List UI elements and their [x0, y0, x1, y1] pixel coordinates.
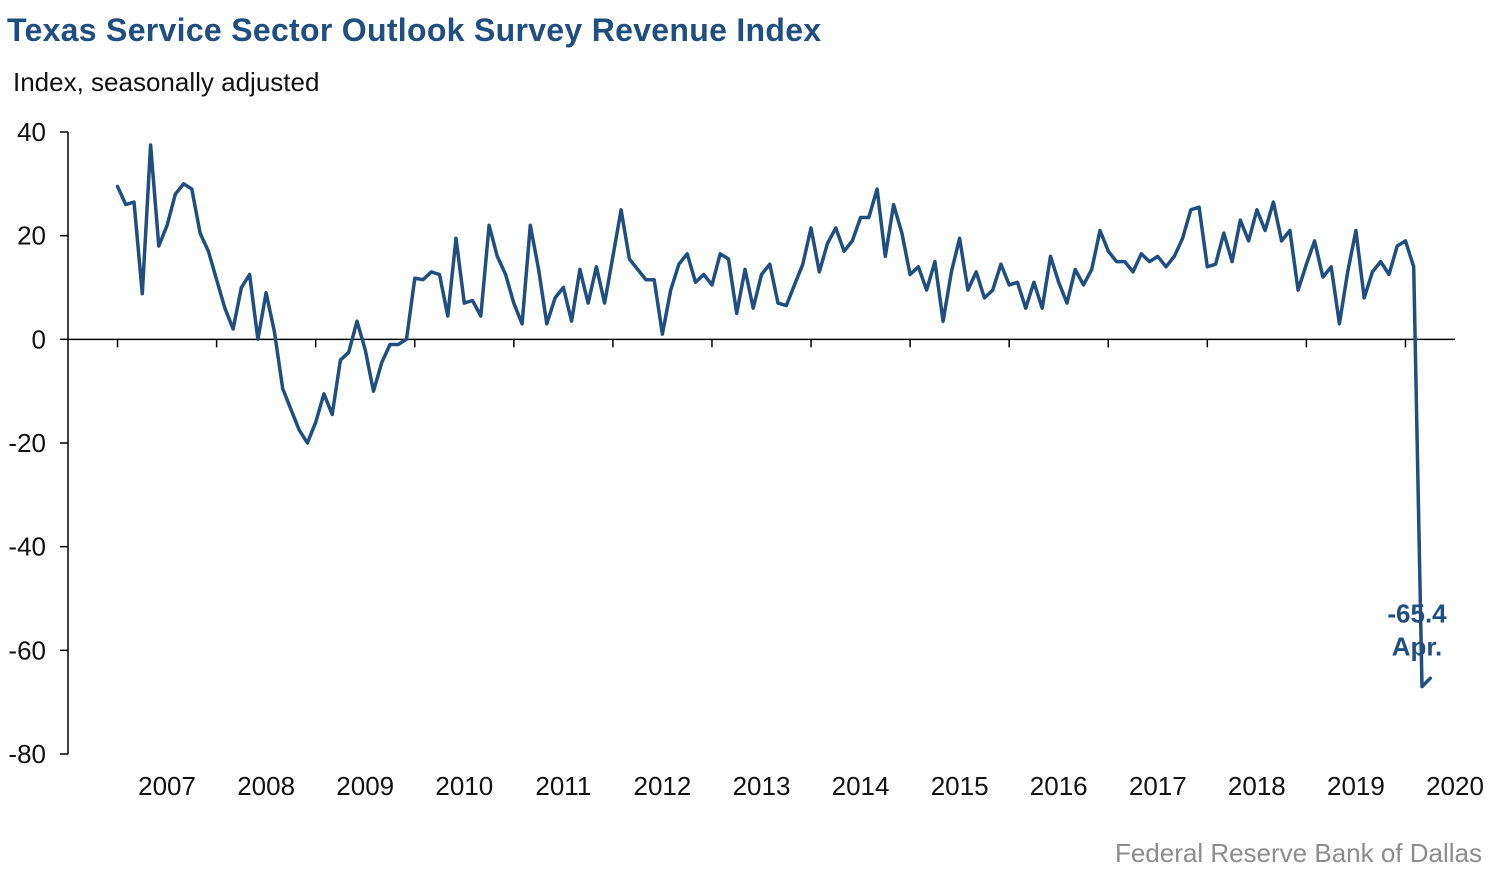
y-tick-label: -20 — [8, 428, 46, 458]
x-tick-label: 2009 — [336, 771, 394, 801]
chart-title: Texas Service Sector Outlook Survey Reve… — [7, 12, 822, 48]
x-tick-label: 2015 — [931, 771, 989, 801]
x-tick-label: 2007 — [138, 771, 196, 801]
chart-subtitle: Index, seasonally adjusted — [13, 67, 320, 97]
revenue-index-line — [115, 143, 1432, 689]
x-tick-label: 2019 — [1327, 771, 1385, 801]
x-tick-label: 2014 — [832, 771, 890, 801]
x-tick-label: 2017 — [1129, 771, 1187, 801]
x-tick-label: 2010 — [435, 771, 493, 801]
x-tick-label: 2018 — [1228, 771, 1286, 801]
y-tick-label: 40 — [17, 117, 46, 147]
x-tick-label: 2011 — [535, 771, 591, 801]
x-tick-label: 2008 — [237, 771, 295, 801]
y-tick-label: 20 — [17, 221, 46, 251]
annotation-label: Apr. — [1392, 631, 1443, 661]
y-tick-label: -60 — [8, 635, 46, 665]
annotation-value: -65.4 — [1387, 598, 1447, 628]
y-tick-label: -40 — [8, 532, 46, 562]
x-tick-label: 2020 — [1426, 771, 1484, 801]
source-note: Federal Reserve Bank of Dallas — [1114, 838, 1482, 868]
x-tick-label: 2016 — [1030, 771, 1088, 801]
y-tick-label: 0 — [32, 324, 46, 354]
y-tick-label: -80 — [8, 739, 46, 769]
x-tick-label: 2013 — [733, 771, 791, 801]
x-tick-label: 2012 — [634, 771, 692, 801]
axes: 40 20 0 -20 -40 -60 -80 2007 2008 2009 2010 2011 201… — [8, 117, 1484, 801]
